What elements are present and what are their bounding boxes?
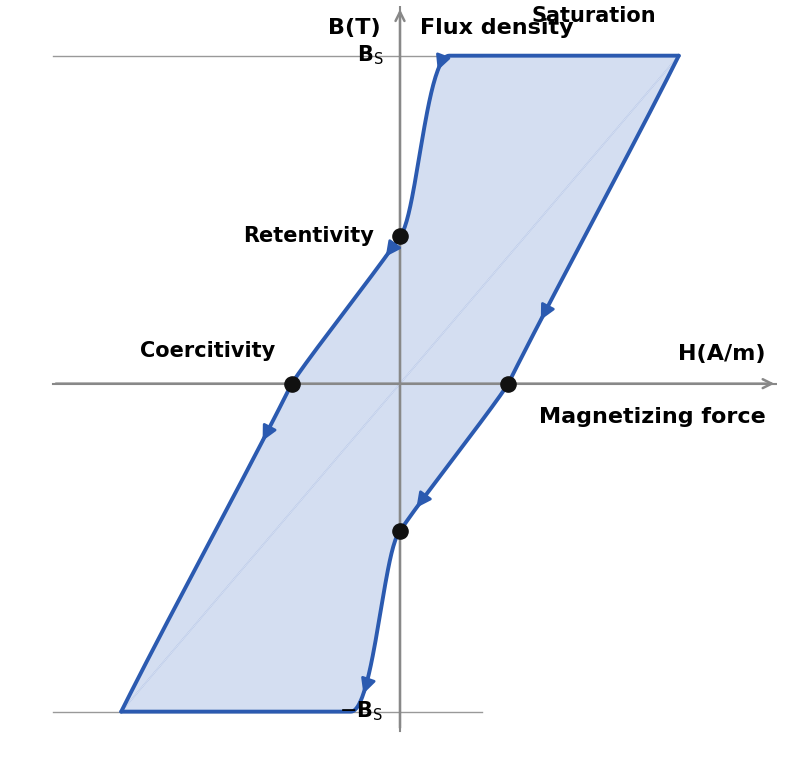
- Point: [394, 230, 406, 243]
- Text: Saturation: Saturation: [531, 6, 656, 26]
- Text: Magnetizing force: Magnetizing force: [539, 407, 766, 427]
- Text: B(T): B(T): [328, 18, 380, 37]
- Text: B$_{\sf S}$: B$_{\sf S}$: [357, 44, 384, 67]
- Text: Coercitivity: Coercitivity: [140, 340, 275, 361]
- Text: $-$B$_{\sf S}$: $-$B$_{\sf S}$: [339, 700, 384, 724]
- Point: [394, 525, 406, 537]
- Polygon shape: [122, 56, 678, 711]
- Point: [286, 378, 298, 390]
- Text: Retentivity: Retentivity: [243, 226, 374, 246]
- Text: H(A/m): H(A/m): [678, 344, 766, 364]
- Point: [502, 378, 514, 390]
- Text: Flux density: Flux density: [420, 18, 574, 37]
